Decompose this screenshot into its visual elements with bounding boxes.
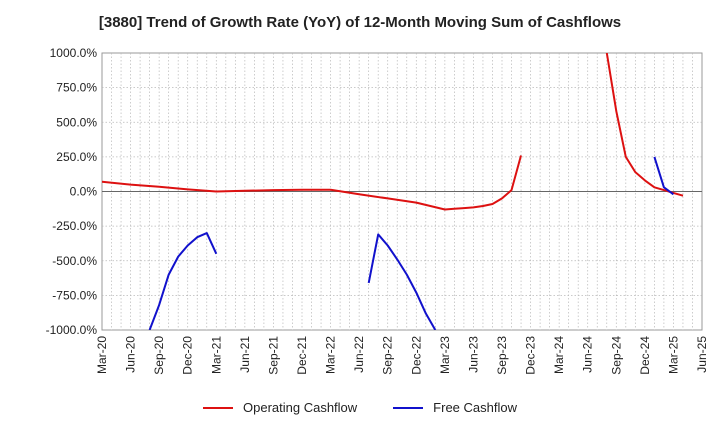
- x-tick-label: Sep-20: [152, 336, 166, 375]
- y-tick-label: -250.0%: [52, 219, 97, 233]
- x-tick-label: Dec-20: [181, 336, 195, 375]
- x-tick-label: Sep-23: [495, 336, 509, 375]
- x-tick-label: Jun-23: [466, 336, 480, 373]
- series-line-free-cashflow: [148, 156, 674, 330]
- x-tick-label: Dec-21: [295, 336, 309, 375]
- x-tick-label: Dec-22: [409, 336, 423, 375]
- legend-label-free-cashflow: Free Cashflow: [433, 400, 517, 415]
- legend-label-operating-cashflow: Operating Cashflow: [243, 400, 358, 415]
- x-tick-label: Jun-25: [695, 336, 709, 373]
- x-tick-label: Sep-24: [609, 336, 623, 375]
- y-tick-label: -500.0%: [52, 254, 97, 268]
- x-tick-label: Sep-22: [381, 336, 395, 375]
- y-tick-label: -750.0%: [52, 288, 97, 302]
- legend-swatch-free-cashflow: [393, 406, 424, 409]
- legend-swatch-operating-cashflow: [203, 406, 233, 409]
- x-tick-label: Jun-21: [238, 336, 252, 373]
- y-tick-label: 250.0%: [56, 150, 97, 164]
- y-tick-label: -1000.0%: [46, 323, 98, 337]
- x-tick-label: Mar-21: [209, 336, 223, 374]
- x-tick-label: Dec-24: [638, 336, 652, 375]
- x-tick-label: Sep-21: [266, 336, 280, 375]
- y-tick-label: 1000.0%: [50, 46, 98, 60]
- x-tick-label: Mar-22: [324, 336, 338, 374]
- x-tick-label: Mar-20: [95, 336, 109, 374]
- x-tick-label: Mar-25: [666, 336, 680, 374]
- chart-title: [3880] Trend of Growth Rate (YoY) of 12-…: [98, 14, 622, 31]
- y-tick-label: 750.0%: [56, 81, 97, 95]
- x-tick-label: Dec-23: [524, 336, 538, 375]
- legend-item-free-cashflow: Free Cashflow: [393, 400, 517, 415]
- x-tick-label: Jun-20: [124, 336, 138, 373]
- x-tick-label: Jun-22: [352, 336, 366, 373]
- y-tick-label: 500.0%: [56, 115, 97, 129]
- legend: Operating Cashflow Free Cashflow: [0, 400, 720, 415]
- legend-item-operating-cashflow: Operating Cashflow: [203, 400, 357, 415]
- x-tick-label: Jun-24: [581, 336, 595, 373]
- y-tick-label: 0.0%: [70, 185, 98, 199]
- x-tick-label: Mar-23: [438, 336, 452, 374]
- x-tick-label: Mar-24: [552, 336, 566, 374]
